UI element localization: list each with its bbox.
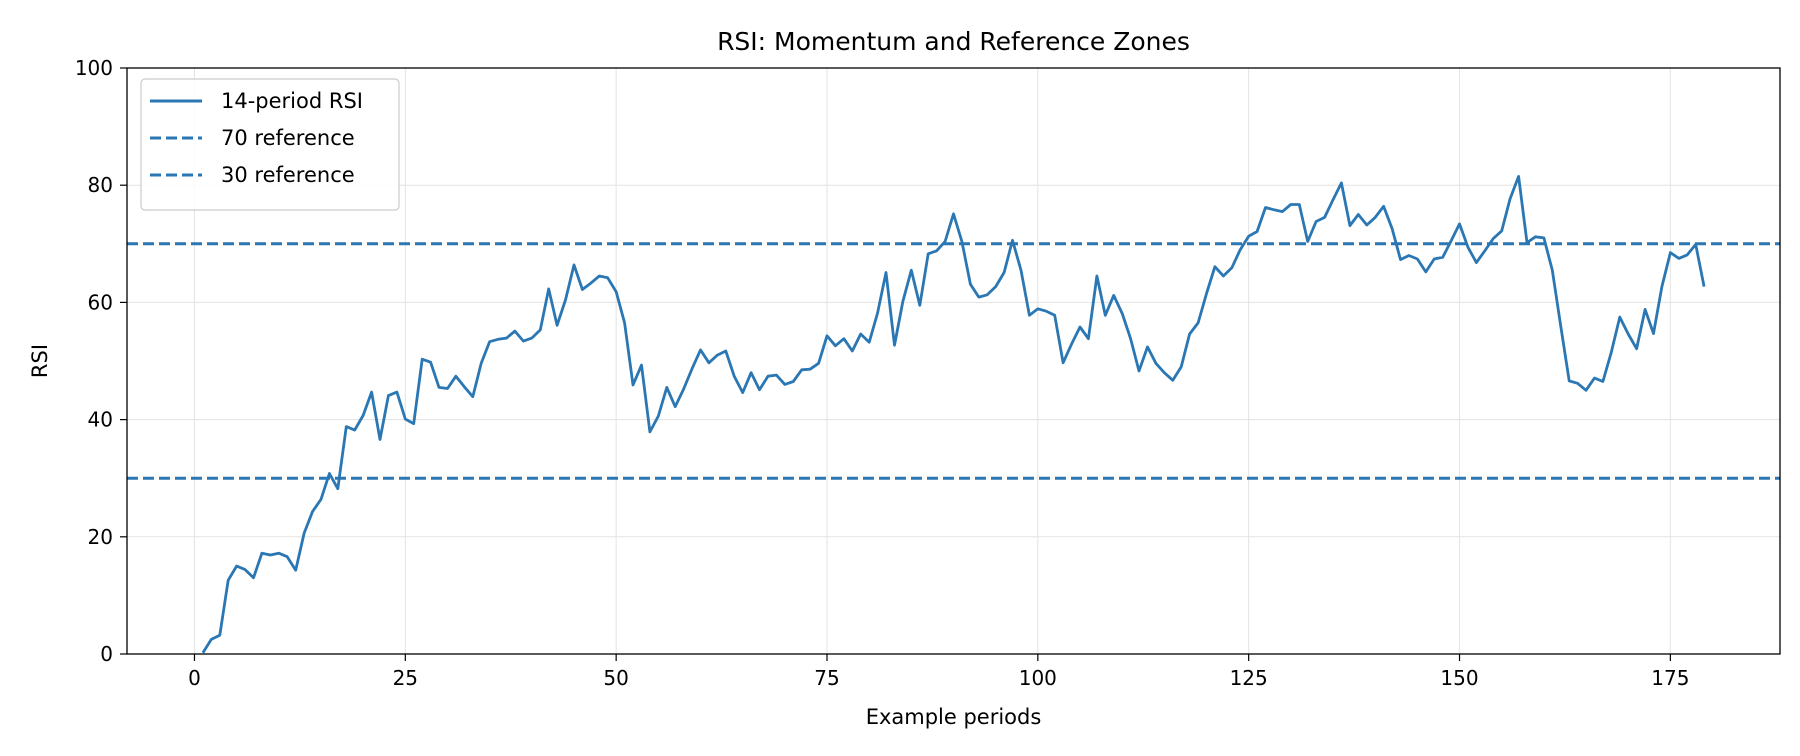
x-tick-label: 175 [1651, 666, 1689, 690]
y-tick-label: 60 [88, 290, 113, 314]
x-tick-label: 75 [814, 666, 839, 690]
x-tick-label: 100 [1019, 666, 1057, 690]
x-axis-label: Example periods [866, 705, 1042, 729]
x-tick-label: 125 [1230, 666, 1268, 690]
plot-frame [126, 67, 1781, 655]
rsi-line [201, 174, 1706, 654]
y-tick-label: 40 [88, 408, 113, 432]
y-tick-label: 80 [88, 173, 113, 197]
series-layer [201, 174, 1706, 654]
reference-lines [127, 242, 1780, 480]
legend-label: 30 reference [221, 163, 355, 187]
y-tick-label: 20 [88, 525, 113, 549]
x-tick-label: 50 [603, 666, 628, 690]
legend-box [140, 78, 400, 211]
y-axis-label: RSI [28, 344, 52, 378]
legend-label: 70 reference [221, 126, 355, 150]
chart-title: RSI: Momentum and Reference Zones [717, 27, 1190, 56]
x-tick-label: 150 [1440, 666, 1478, 690]
y-tick-label: 0 [100, 642, 113, 666]
y-tick-label: 100 [75, 56, 113, 80]
legend: 14-period RSI 70 reference 30 reference [140, 78, 400, 211]
legend-label: 14-period RSI [221, 89, 363, 113]
x-tick-label: 0 [188, 666, 201, 690]
x-tick-label: 25 [393, 666, 418, 690]
axis-ticks: 0 25 50 75 100 125 150 175 0 20 40 60 80 100 [75, 56, 1690, 690]
